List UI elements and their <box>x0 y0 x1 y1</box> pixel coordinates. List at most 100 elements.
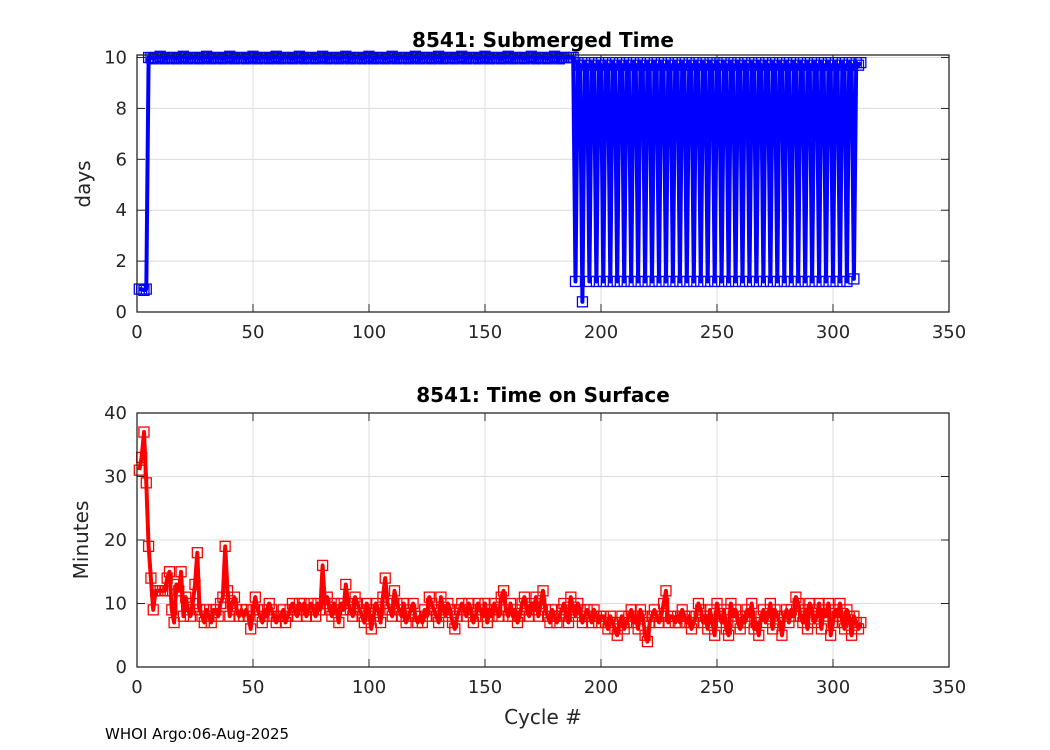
data-point-marker <box>316 559 329 572</box>
data-point-marker <box>214 597 227 610</box>
y-tick-label: 6 <box>116 149 127 170</box>
data-point-marker <box>787 610 800 622</box>
data-point-marker <box>490 604 503 616</box>
data-point-marker <box>648 56 661 69</box>
data-point-marker <box>787 56 800 69</box>
x-tick-label: 300 <box>816 677 850 698</box>
data-point-marker <box>370 597 382 610</box>
data-point-marker <box>495 591 507 603</box>
surface-time-axes: 8541: Time on Surface Minutes Cycle # 0 5… <box>69 383 966 729</box>
data-point-marker <box>845 629 858 641</box>
data-point-marker <box>372 604 384 616</box>
data-point-marker <box>402 610 415 622</box>
data-point-marker <box>228 591 241 603</box>
data-point-marker <box>576 296 589 308</box>
data-point-marker <box>753 629 765 641</box>
data-point-marker <box>419 604 431 616</box>
x-tick-label: 150 <box>468 322 502 343</box>
data-point-marker <box>764 275 777 288</box>
axes-frame <box>136 54 950 313</box>
data-point-marker <box>613 56 626 69</box>
data-point-marker <box>780 56 793 69</box>
y-tick-label: 4 <box>116 200 127 221</box>
data-point-marker <box>240 604 252 616</box>
data-point-marker <box>669 56 681 69</box>
data-point-marker <box>354 604 366 616</box>
y-tick-label: 10 <box>104 594 127 615</box>
data-point-marker <box>159 585 171 597</box>
y-tick-label: 40 <box>104 403 127 424</box>
data-point-marker <box>632 623 644 635</box>
x-axis-label: Cycle # <box>504 705 582 729</box>
data-point-marker <box>170 578 183 591</box>
data-point-marker <box>820 610 832 622</box>
data-point-marker <box>715 275 728 288</box>
data-point-marker <box>456 597 468 610</box>
data-point-marker <box>551 616 563 629</box>
data-point-marker <box>692 597 705 610</box>
data-point-marker <box>572 597 584 610</box>
data-point-marker <box>778 275 790 288</box>
data-point-marker <box>200 604 213 616</box>
data-point-marker <box>829 56 841 69</box>
data-point-marker <box>757 275 770 288</box>
data-point-marker <box>463 597 475 610</box>
data-point-marker <box>822 597 835 610</box>
data-point-marker <box>641 635 654 648</box>
data-point-marker <box>142 540 155 552</box>
data-point-marker <box>808 616 821 629</box>
data-point-marker <box>593 56 605 69</box>
data-point-marker <box>328 597 340 610</box>
data-point-marker <box>305 597 317 610</box>
data-point-marker <box>611 629 623 641</box>
data-point-marker <box>138 426 150 438</box>
data-point-marker <box>187 597 199 610</box>
data-point-marker <box>388 585 401 597</box>
data-point-marker <box>604 275 616 288</box>
data-point-marker <box>546 604 558 616</box>
data-point-marker <box>205 616 217 629</box>
data-point-marker <box>606 616 619 629</box>
data-point-marker <box>161 572 173 584</box>
data-point-marker <box>834 275 846 288</box>
data-point-marker <box>381 597 394 610</box>
data-point-marker <box>166 604 178 616</box>
y-tick-label: 30 <box>104 467 127 488</box>
data-point-marker <box>333 616 345 629</box>
data-point-marker <box>444 604 456 616</box>
data-point-marker <box>398 597 410 610</box>
data-point-marker <box>808 56 821 69</box>
data-point-marker <box>820 275 832 288</box>
data-point-marker <box>599 56 612 69</box>
data-point-marker <box>815 56 828 69</box>
data-point-marker <box>855 56 867 69</box>
data-point-marker <box>718 56 730 69</box>
data-point-marker <box>279 616 292 629</box>
data-point-marker <box>532 610 545 622</box>
data-point-marker <box>449 623 461 635</box>
data-point-marker <box>697 56 709 69</box>
data-point-marker <box>732 56 744 69</box>
data-point-marker <box>133 464 145 476</box>
data-point-marker <box>583 275 596 288</box>
data-point-marker <box>606 56 619 69</box>
data-point-marker <box>168 616 180 629</box>
data-point-marker <box>300 610 313 622</box>
data-point-marker <box>690 56 702 69</box>
data-point-marker <box>827 275 839 288</box>
data-point-marker <box>539 604 551 616</box>
data-point-marker <box>140 477 152 489</box>
data-point-marker <box>321 591 333 603</box>
data-point-marker <box>282 610 294 622</box>
data-point-marker <box>813 275 825 288</box>
y-axis-label: days <box>71 160 95 207</box>
x-tick-label: 100 <box>352 677 386 698</box>
data-point-marker <box>400 616 412 629</box>
data-point-marker <box>720 623 732 635</box>
data-point-marker <box>667 275 679 288</box>
data-point-marker <box>773 56 786 69</box>
data-point-marker <box>488 597 500 610</box>
data-point-marker <box>841 604 853 616</box>
data-point-marker <box>709 629 721 641</box>
data-point-marker <box>349 591 361 603</box>
